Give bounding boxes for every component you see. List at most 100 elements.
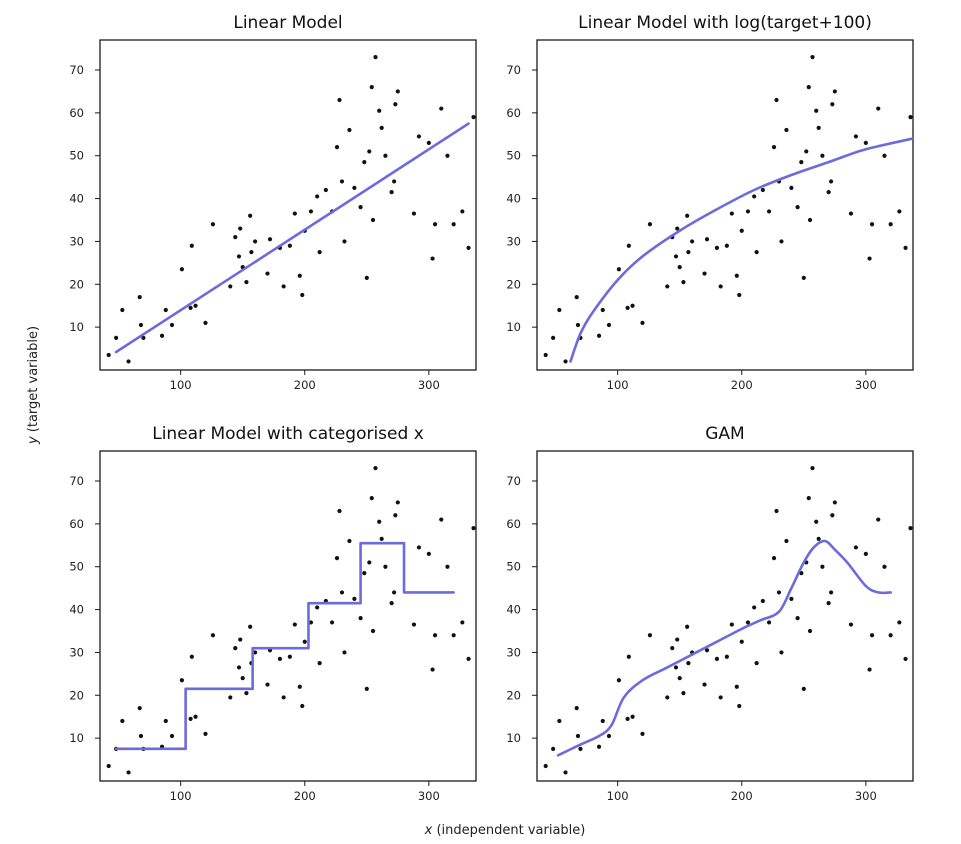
data-point [766, 620, 772, 625]
data-point [729, 211, 734, 216]
data-point [244, 280, 249, 285]
y-tick-label: 60 [506, 106, 521, 120]
y-tick-label: 70 [69, 474, 84, 488]
data-point [826, 190, 831, 195]
data-point [779, 650, 784, 655]
data-point [391, 179, 397, 184]
data-point [625, 716, 630, 721]
y-tick-label: 10 [69, 731, 84, 745]
y-tick-label: 10 [69, 320, 84, 334]
data-point [352, 596, 357, 601]
data-point [411, 211, 417, 216]
plot-area [106, 466, 476, 775]
data-point [367, 149, 372, 154]
data-point [466, 245, 471, 250]
x-tick-label: 200 [731, 789, 753, 803]
data-point [383, 564, 388, 569]
y-tick-label: 40 [506, 192, 521, 206]
data-point [888, 222, 893, 227]
data-point [848, 211, 854, 216]
data-point [739, 639, 744, 644]
panel-log-target: Linear Model with log(target+100) 100 200 3… [506, 13, 914, 392]
data-point [179, 678, 185, 683]
plot-frame [536, 450, 914, 782]
data-point [754, 250, 759, 255]
data-point [292, 211, 297, 216]
data-point [718, 284, 723, 289]
data-point [804, 149, 809, 154]
data-point [760, 598, 765, 604]
data-point [647, 222, 653, 227]
data-point [439, 106, 444, 111]
data-point [882, 564, 887, 569]
data-point [867, 256, 872, 261]
data-point [460, 209, 465, 214]
data-point [789, 596, 794, 601]
data-point [203, 731, 208, 736]
data-point [675, 637, 680, 642]
data-point [323, 187, 328, 193]
data-point [784, 538, 789, 544]
data-point [640, 320, 645, 325]
x-tick-label: 300 [855, 378, 877, 392]
data-point [575, 322, 581, 328]
data-point [563, 770, 568, 775]
data-point [665, 284, 670, 289]
data-point [287, 243, 292, 248]
data-point [233, 235, 238, 240]
data-point [681, 280, 686, 285]
data-point [120, 307, 125, 313]
data-point [724, 243, 729, 248]
data-point [776, 590, 782, 595]
data-point [704, 648, 710, 653]
data-point [426, 551, 431, 556]
x-tick-label: 100 [607, 789, 629, 803]
data-point [106, 763, 111, 769]
data-point [300, 292, 305, 298]
data-point [362, 160, 367, 165]
data-point [810, 466, 815, 471]
data-point [369, 496, 374, 501]
data-point [292, 622, 297, 627]
data-point [853, 134, 859, 139]
data-point [265, 271, 270, 276]
data-point [169, 733, 175, 739]
data-point [281, 695, 286, 700]
data-point [853, 545, 859, 550]
y-tick-label: 50 [69, 560, 84, 574]
panel-gam: GAM 100 200 300 10 20 30 40 50 60 70 [506, 424, 914, 803]
data-point [210, 633, 216, 638]
y-tick-label: 20 [506, 277, 521, 291]
fit-line [114, 122, 470, 354]
data-point [828, 179, 834, 184]
data-point [362, 571, 367, 576]
y-tick-label: 20 [506, 688, 521, 702]
y-tick-label: 60 [506, 517, 521, 531]
data-point [193, 303, 198, 308]
data-point [337, 508, 342, 514]
data-point [265, 682, 270, 687]
y-tick-label: 40 [506, 603, 521, 617]
data-point [869, 222, 875, 227]
data-point [863, 551, 868, 556]
data-point [189, 654, 194, 659]
data-point [826, 601, 831, 606]
data-point [670, 646, 675, 651]
data-point [724, 654, 729, 659]
data-point [779, 239, 784, 244]
data-point [681, 691, 686, 696]
data-point [807, 628, 813, 634]
data-point [253, 239, 258, 244]
data-point [137, 295, 142, 300]
data-point [308, 620, 314, 625]
data-point [807, 217, 813, 223]
data-point [391, 590, 397, 595]
y-tick-label: 70 [69, 63, 84, 77]
data-point [163, 718, 168, 724]
x-tick-label: 200 [294, 789, 316, 803]
data-point [908, 526, 913, 531]
data-point [308, 209, 314, 214]
data-point [677, 265, 682, 270]
data-point [869, 633, 875, 638]
x-tick-label: 100 [170, 378, 192, 392]
